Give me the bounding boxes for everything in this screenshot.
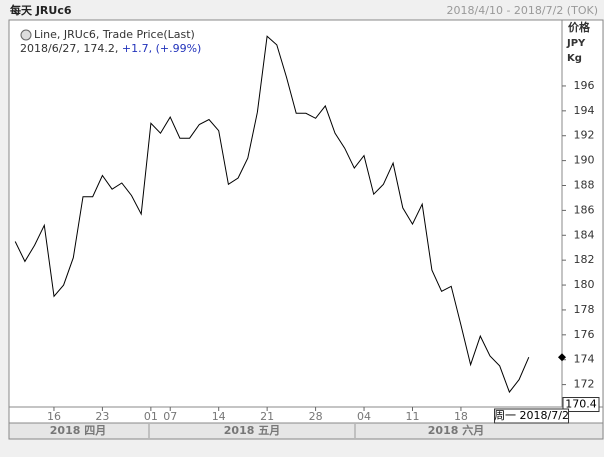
x-tick-label: 21 [260, 410, 274, 423]
legend-change: +1.7, (+.99%) [122, 42, 201, 55]
x-tick-label: 16 [47, 410, 61, 423]
x-tick-label: 07 [163, 410, 177, 423]
month-label: 2018 五月 [224, 424, 280, 437]
y-tick-label: 176 [574, 328, 595, 341]
legend-label: Line, JRUc6, Trade Price(Last) [34, 28, 195, 41]
y-tick-label: 182 [574, 253, 595, 266]
y-tick-label: 192 [574, 129, 595, 142]
y-axis-label: 价格 [568, 20, 591, 34]
legend-icon [20, 29, 32, 41]
x-tick-label: 14 [212, 410, 226, 423]
chart-title: 每天 JRUc6 [10, 3, 72, 17]
x-tick-label: 18 [454, 410, 468, 423]
cursor-box [494, 408, 570, 424]
x-tick-label: 01 [144, 410, 158, 423]
price-line [14, 35, 530, 394]
legend-detail: 2018/6/27, 174.2, +1.7, (+.99%) [20, 42, 201, 55]
y-axis-label: Kg [567, 53, 582, 64]
x-tick-label: 11 [405, 410, 419, 423]
y-tick-label: 178 [574, 303, 595, 316]
date-range: 2018/4/10 - 2018/7/2 (TOK) [447, 4, 598, 17]
x-tick-label: 28 [309, 410, 323, 423]
y-tick-label: 186 [574, 203, 595, 216]
y-tick-label: 190 [574, 154, 595, 167]
last-value-marker [558, 353, 566, 362]
y-axis-label: JPY [566, 38, 586, 49]
y-axis-area [561, 19, 604, 408]
x-tick-label: 23 [95, 410, 109, 423]
last-price-label: 170.4 [565, 398, 597, 411]
y-tick-label: 196 [574, 79, 595, 92]
y-tick-label: 188 [574, 179, 595, 192]
y-tick-label: 180 [574, 278, 595, 291]
month-label: 2018 六月 [428, 423, 484, 437]
y-tick-label: 184 [574, 228, 595, 241]
y-tick-label: 194 [574, 104, 595, 117]
y-tick-label: 172 [574, 378, 595, 391]
month-band [8, 422, 604, 440]
y-tick-label: 174 [574, 353, 595, 366]
month-label: 2018 四月 [50, 424, 106, 437]
plot-area [8, 19, 563, 408]
x-tick-label: 04 [357, 410, 371, 423]
legend-detail-text: 2018/6/27, 174.2, [20, 42, 122, 55]
cursor-label: 周一 2018/7/2 [494, 409, 569, 422]
last-price-box [562, 397, 600, 413]
